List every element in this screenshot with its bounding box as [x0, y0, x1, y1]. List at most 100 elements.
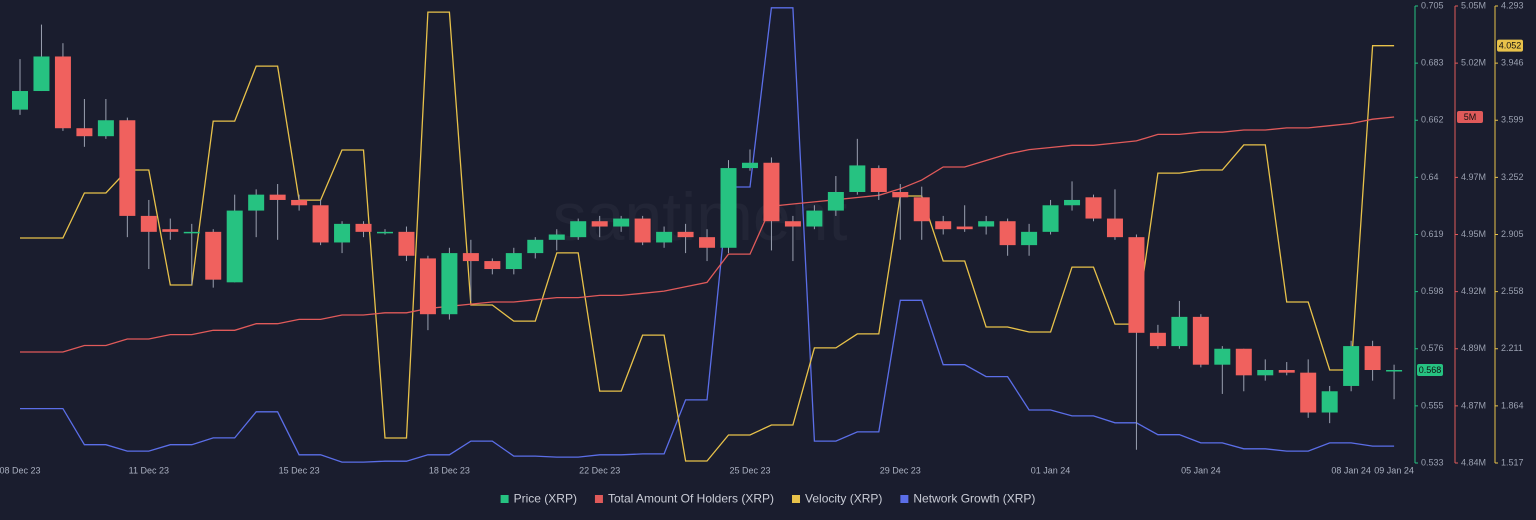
candle-body [720, 168, 737, 248]
candle-body [291, 199, 308, 206]
candle-body [462, 253, 479, 262]
candle-body [870, 168, 887, 192]
y-tick-label: 0.533 [1421, 457, 1444, 467]
candle-body [978, 221, 995, 227]
candle-body [484, 261, 501, 270]
y-tick-label: 5.05M [1461, 0, 1486, 10]
candle-body [1149, 332, 1166, 347]
legend-swatch [500, 495, 509, 503]
y-tick-label: 3.599 [1501, 115, 1524, 125]
candle-body [999, 221, 1016, 246]
candle-body [570, 221, 587, 238]
y-tick-label: 0.64 [1421, 172, 1439, 182]
candle-body [398, 231, 415, 256]
candle-body [527, 239, 544, 254]
candle-body [312, 205, 329, 243]
candle-body [1214, 348, 1231, 365]
legend-swatch [900, 495, 909, 503]
candle-body [1106, 218, 1123, 238]
candle-body [76, 128, 93, 137]
candle-body [956, 226, 973, 230]
candle-body [1042, 205, 1059, 232]
candle-body [1235, 348, 1252, 376]
candle-body [97, 120, 114, 137]
candle-body [355, 223, 372, 232]
candle-body [913, 197, 930, 222]
candle-body [119, 120, 136, 216]
candle-body [1192, 316, 1209, 365]
candle-body [226, 210, 243, 283]
candle-body [269, 194, 286, 200]
candle-body [784, 221, 801, 227]
series-line [20, 7, 1395, 463]
y-tick-label: 1.864 [1501, 400, 1524, 410]
x-tick-label: 08 Jan 24 [1331, 465, 1371, 475]
candle-body [1321, 391, 1338, 413]
y-tick-label: 4.92M [1461, 286, 1486, 296]
candle-body [634, 218, 651, 243]
legend: Price (XRP) Total Amount Of Holders (XRP)… [500, 492, 1035, 506]
candle-body [763, 162, 780, 222]
y-tick-label: 4.84M [1461, 457, 1486, 467]
candle-body [12, 91, 28, 110]
candle-body [892, 191, 909, 198]
candle-body [1171, 316, 1188, 347]
candle-body [806, 210, 823, 227]
legend-swatch [594, 495, 603, 503]
y-tick-label: 5.02M [1461, 58, 1486, 68]
x-tick-label: 01 Jan 24 [1031, 465, 1071, 475]
candle-body [1257, 370, 1274, 376]
x-tick-label: 18 Dec 23 [429, 465, 470, 475]
y-tick-label: 4.87M [1461, 400, 1486, 410]
candle-body [162, 229, 179, 232]
series-line [20, 11, 1395, 462]
candle-body [741, 162, 758, 169]
current-value-badge [1497, 39, 1523, 52]
current-value-badge [1457, 110, 1483, 123]
candle-body [548, 234, 565, 240]
candle-body [827, 191, 844, 211]
legend-label: Price (XRP) [514, 492, 577, 506]
candle-body [656, 231, 673, 243]
candle-body [1364, 346, 1381, 371]
series-line [20, 116, 1395, 353]
current-value-badge [1417, 364, 1443, 377]
y-tick-label: 4.293 [1501, 0, 1524, 10]
y-tick-label: 4.97M [1461, 172, 1486, 182]
candle-body [205, 231, 222, 280]
candle-body [1278, 370, 1295, 373]
y-tick-label: 2.558 [1501, 286, 1524, 296]
current-value-label: 4.052 [1499, 41, 1522, 51]
candle-body [1064, 199, 1081, 206]
legend-swatch [792, 495, 801, 503]
x-tick-label: 09 Jan 24 [1374, 465, 1414, 475]
y-tick-label: 0.555 [1421, 400, 1444, 410]
candle-body [849, 165, 866, 192]
candle-body [1386, 370, 1403, 372]
x-tick-label: 11 Dec 23 [129, 465, 169, 475]
candle-body [54, 56, 71, 129]
candle-body [613, 218, 630, 227]
y-tick-label: 1.517 [1501, 457, 1524, 467]
x-tick-label: 25 Dec 23 [729, 465, 770, 475]
current-value-label: 0.568 [1419, 365, 1442, 375]
candle-body [441, 253, 458, 315]
y-tick-label: 4.89M [1461, 343, 1486, 353]
candle-body [33, 56, 50, 92]
y-tick-label: 0.662 [1421, 115, 1444, 125]
candle-body [591, 221, 608, 227]
x-tick-label: 29 Dec 23 [880, 465, 921, 475]
current-value-label: 5M [1464, 112, 1477, 122]
candle-body [677, 231, 694, 238]
y-tick-label: 0.705 [1421, 0, 1444, 10]
x-tick-label: 05 Jan 24 [1181, 465, 1221, 475]
candle-body [1300, 372, 1317, 413]
candle-body [1085, 197, 1102, 219]
candle-body [935, 221, 952, 230]
candle-body [183, 231, 200, 234]
legend-label: Total Amount Of Holders (XRP) [608, 492, 774, 506]
candle-body [376, 231, 393, 234]
candle-body [419, 258, 436, 315]
